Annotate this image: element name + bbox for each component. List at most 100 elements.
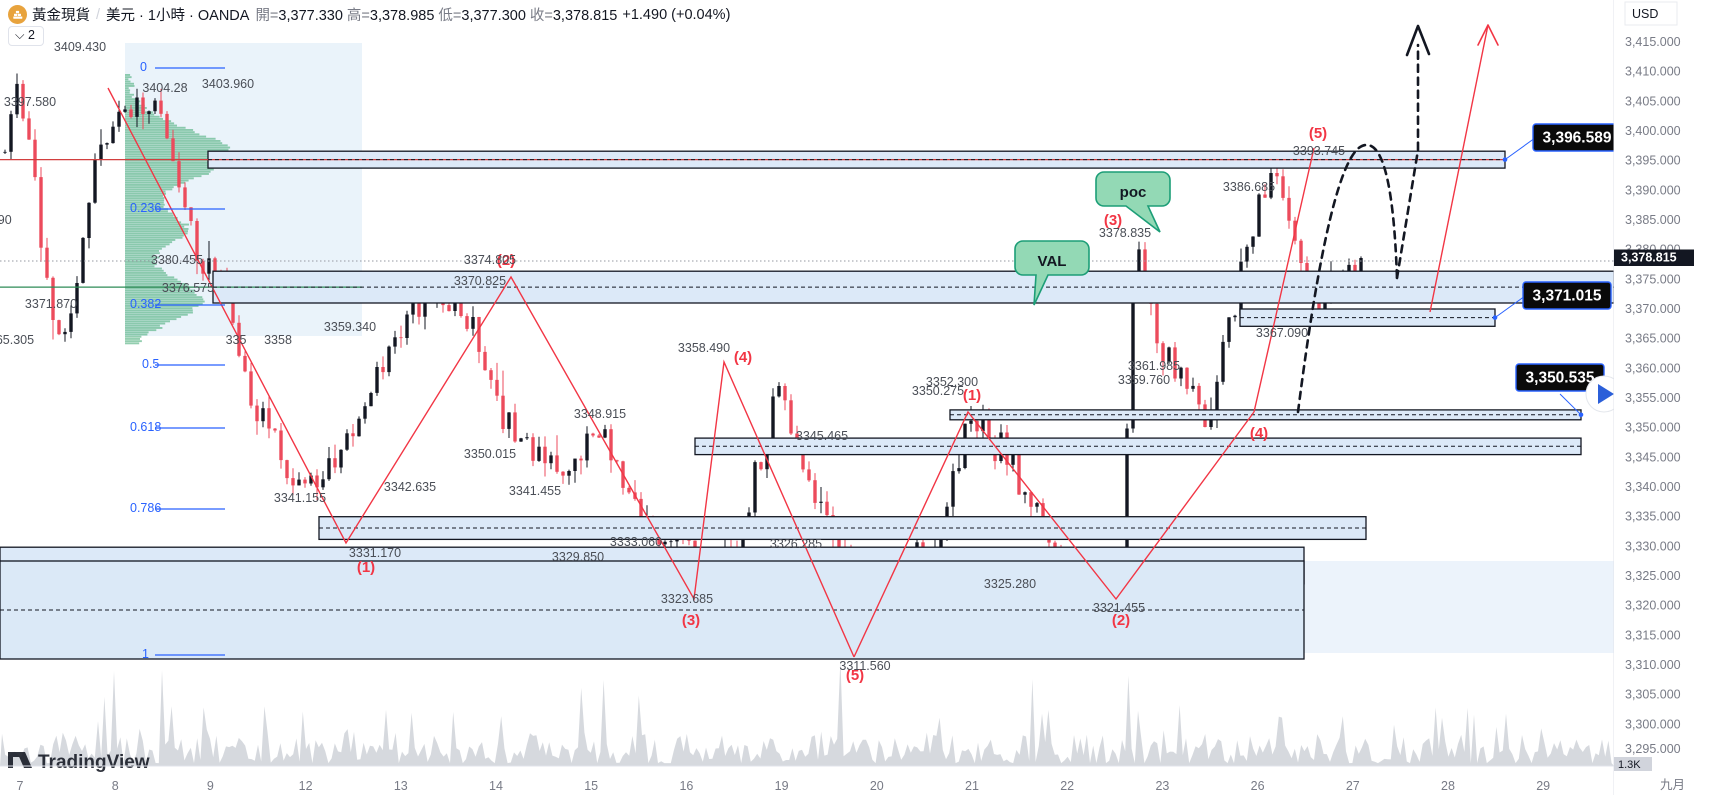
svg-text:3403.960: 3403.960	[202, 77, 254, 91]
svg-text:19: 19	[775, 779, 789, 793]
svg-text:3,350.535: 3,350.535	[1526, 370, 1595, 387]
svg-text:29: 29	[1536, 779, 1550, 793]
svg-text:0.5: 0.5	[142, 357, 159, 371]
svg-text:3348.915: 3348.915	[574, 407, 626, 421]
svg-text:3359.760: 3359.760	[1118, 373, 1170, 387]
svg-text:(3): (3)	[682, 612, 700, 629]
svg-text:(4): (4)	[734, 349, 752, 366]
svg-text:3,370.000: 3,370.000	[1625, 302, 1681, 316]
svg-text:3358: 3358	[264, 333, 292, 347]
svg-text:3,378.815: 3,378.815	[1621, 251, 1677, 265]
svg-text:3333.060: 3333.060	[610, 535, 662, 549]
svg-text:28: 28	[1441, 779, 1455, 793]
svg-text:9: 9	[207, 779, 214, 793]
svg-text:3350.275: 3350.275	[912, 384, 964, 398]
svg-text:(1): (1)	[963, 387, 981, 404]
svg-text:3,365.000: 3,365.000	[1625, 332, 1681, 346]
svg-text:3,371.015: 3,371.015	[1533, 288, 1602, 305]
svg-text:0.382: 0.382	[130, 297, 161, 311]
svg-text:0.236: 0.236	[130, 201, 161, 215]
svg-text:3,305.000: 3,305.000	[1625, 688, 1681, 702]
svg-text:3359.340: 3359.340	[324, 320, 376, 334]
svg-text:3,325.000: 3,325.000	[1625, 569, 1681, 583]
svg-text:3,396.589: 3,396.589	[1543, 130, 1612, 147]
svg-text:3,315.000: 3,315.000	[1625, 628, 1681, 642]
svg-text:3,300.000: 3,300.000	[1625, 717, 1681, 731]
svg-text:0.786: 0.786	[130, 501, 161, 515]
svg-text:九月: 九月	[1660, 778, 1685, 792]
svg-text:26: 26	[1251, 779, 1265, 793]
svg-text:3404.28: 3404.28	[142, 81, 187, 95]
svg-text:15: 15	[584, 779, 598, 793]
svg-text:3380.455: 3380.455	[151, 253, 203, 267]
svg-text:3,320.000: 3,320.000	[1625, 599, 1681, 613]
svg-text:3323.685: 3323.685	[661, 592, 713, 606]
svg-text:3,355.000: 3,355.000	[1625, 391, 1681, 405]
svg-text:poc: poc	[1120, 184, 1147, 201]
svg-text:3,390.000: 3,390.000	[1625, 183, 1681, 197]
svg-text:(4): (4)	[1250, 425, 1268, 442]
svg-text:13: 13	[394, 779, 408, 793]
svg-text:0: 0	[140, 60, 147, 74]
svg-text:3365.305: 3365.305	[0, 333, 34, 347]
svg-text:USD: USD	[1632, 7, 1658, 21]
svg-text:3,405.000: 3,405.000	[1625, 94, 1681, 108]
svg-text:3,310.000: 3,310.000	[1625, 658, 1681, 672]
svg-text:3367.090: 3367.090	[1256, 326, 1308, 340]
svg-text:3321.455: 3321.455	[1093, 601, 1145, 615]
svg-text:3,375.000: 3,375.000	[1625, 272, 1681, 286]
svg-text:0.618: 0.618	[130, 420, 161, 434]
svg-text:TradingView: TradingView	[38, 752, 150, 773]
svg-text:3341.155: 3341.155	[274, 491, 326, 505]
svg-text:(5): (5)	[1309, 125, 1327, 142]
svg-text:7: 7	[17, 779, 24, 793]
svg-text:21: 21	[965, 779, 979, 793]
svg-text:22: 22	[1060, 779, 1074, 793]
svg-text:20: 20	[870, 779, 884, 793]
svg-text:1: 1	[142, 647, 149, 661]
svg-text:3397.580: 3397.580	[4, 95, 56, 109]
svg-text:VAL: VAL	[1038, 253, 1067, 270]
svg-text:(1): (1)	[357, 559, 375, 576]
svg-text:3,415.000: 3,415.000	[1625, 35, 1681, 49]
svg-text:3371.870: 3371.870	[25, 297, 77, 311]
svg-text:3,385.000: 3,385.000	[1625, 213, 1681, 227]
svg-text:23: 23	[1155, 779, 1169, 793]
svg-text:3,335.000: 3,335.000	[1625, 510, 1681, 524]
svg-text:3361.985: 3361.985	[1128, 359, 1180, 373]
svg-text:3325.280: 3325.280	[984, 577, 1036, 591]
svg-text:1.3K: 1.3K	[1618, 759, 1641, 771]
svg-text:12: 12	[299, 779, 313, 793]
svg-text:3,395.000: 3,395.000	[1625, 154, 1681, 168]
svg-text:3,350.000: 3,350.000	[1625, 421, 1681, 435]
svg-text:3,295.000: 3,295.000	[1625, 742, 1681, 756]
svg-text:3409.430: 3409.430	[54, 40, 106, 54]
svg-text:3350.015: 3350.015	[464, 447, 516, 461]
svg-text:3378.835: 3378.835	[1099, 226, 1151, 240]
svg-text:3,400.000: 3,400.000	[1625, 124, 1681, 138]
svg-text:3,340.000: 3,340.000	[1625, 480, 1681, 494]
svg-text:335: 335	[226, 333, 247, 347]
svg-text:3311.560: 3311.560	[839, 659, 890, 673]
svg-text:3,345.000: 3,345.000	[1625, 450, 1681, 464]
svg-text:3326.285: 3326.285	[770, 537, 822, 551]
svg-text:3374.805: 3374.805	[464, 253, 516, 267]
svg-text:3,410.000: 3,410.000	[1625, 65, 1681, 79]
svg-text:3345.465: 3345.465	[796, 429, 848, 443]
svg-text:16: 16	[679, 779, 693, 793]
svg-text:3386.685: 3386.685	[1223, 180, 1275, 194]
svg-text:3,360.000: 3,360.000	[1625, 361, 1681, 375]
svg-text:3341.455: 3341.455	[509, 484, 561, 498]
svg-text:3329.850: 3329.850	[552, 550, 604, 564]
svg-text:3331.170: 3331.170	[349, 546, 401, 560]
svg-text:8: 8	[112, 779, 119, 793]
svg-text:0.090: 0.090	[0, 213, 12, 227]
svg-text:3358.490: 3358.490	[678, 341, 730, 355]
svg-text:3393.745: 3393.745	[1293, 144, 1345, 158]
svg-text:3376.575: 3376.575	[162, 281, 214, 295]
svg-text:27: 27	[1346, 779, 1360, 793]
svg-text:3370.825: 3370.825	[454, 274, 506, 288]
svg-text:3342.635: 3342.635	[384, 480, 436, 494]
svg-text:14: 14	[489, 779, 503, 793]
svg-text:3,330.000: 3,330.000	[1625, 539, 1681, 553]
